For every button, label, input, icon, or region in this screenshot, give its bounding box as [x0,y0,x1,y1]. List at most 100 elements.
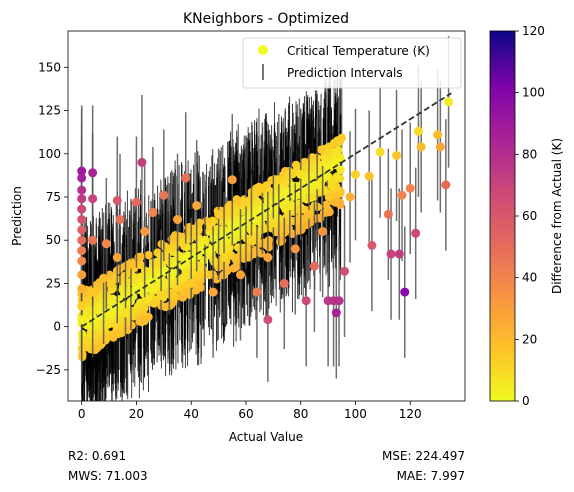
colorbar-tick-label: 120 [522,24,545,38]
data-point [186,278,196,288]
data-point [350,170,360,180]
data-point [296,170,306,180]
legend-entry-intervals: Prediction Intervals [287,66,403,80]
data-point [397,190,407,200]
data-point [208,287,218,297]
reference-line [81,92,452,328]
band-point [199,256,208,265]
y-tick-label: −25 [36,363,61,377]
band-point [321,155,331,164]
band-point [237,207,246,216]
data-points [77,97,454,325]
band-point [281,178,290,188]
data-point [433,130,443,140]
band-point [122,288,131,297]
colorbar-tick-label: 80 [522,147,537,161]
band-point [295,205,304,215]
band-point [143,293,153,302]
data-point [345,192,355,202]
data-point [268,218,278,228]
x-tick-label: 80 [293,407,308,421]
data-point [263,315,273,325]
y-tick-label: 125 [38,104,61,118]
y-tick-label: 75 [46,190,61,204]
band-point [225,243,234,253]
data-point [77,246,87,256]
band-point [136,260,145,270]
x-axis: 0 20 40 60 80 100 120 [78,401,422,421]
data-point [383,209,393,219]
data-point [441,180,451,190]
data-point [367,240,377,250]
data-point [77,204,87,214]
band-point [169,268,178,277]
data-point [252,287,262,297]
band-point [161,302,170,312]
x-axis-label: Actual Value [229,430,303,444]
band-point [129,276,139,286]
band-point [109,333,118,342]
data-point [112,195,122,205]
data-point [120,308,130,318]
data-point [235,270,245,280]
band-point [308,153,317,162]
band-point [149,258,158,267]
colorbar-ticks: 0 20 40 60 80 100 120 [515,24,545,408]
band-point [284,216,293,225]
band-point [237,248,246,258]
data-point [181,173,191,183]
colorbar-tick-label: 0 [522,394,530,408]
data-point [77,166,87,176]
data-point [88,168,98,178]
x-tick-label: 100 [344,407,367,421]
chart-title: KNeighbors - Optimized [183,11,349,27]
colorbar-label: Difference from Actual (K) [550,138,564,294]
legend: Critical Temperature (K) Prediction Inte… [242,37,462,89]
band-point [331,198,340,207]
band-point [332,191,341,200]
y-tick-label: 50 [46,233,61,247]
band-point [140,304,149,313]
data-point [77,225,87,235]
band-point [149,299,159,308]
data-point [375,147,385,157]
data-point [318,227,328,237]
band-point [284,224,293,233]
data-point [285,201,295,211]
band-point [233,197,243,207]
data-point [77,173,87,183]
band-point [120,300,129,309]
data-point [263,252,273,262]
band-point [225,207,234,216]
x-tick-label: 20 [129,407,144,421]
data-point [309,261,319,271]
band-point [140,316,149,326]
data-point [219,252,229,262]
colorbar-tick-label: 20 [522,332,537,346]
data-point [331,308,341,318]
data-point [77,284,87,294]
plot-area [77,36,454,401]
data-point [334,296,344,306]
colorbar-tick-label: 40 [522,271,537,285]
band-point [168,290,178,299]
data-point [411,228,421,238]
band-point [231,262,241,272]
band-point [300,157,309,167]
data-point [413,126,423,136]
data-point [88,235,98,245]
data-point [392,150,402,160]
band-point [177,232,186,242]
plot-frame [67,30,466,402]
band-point [314,160,323,170]
band-point [295,222,304,232]
data-point [164,244,174,254]
data-point [444,97,454,107]
data-point [77,194,87,204]
data-point [88,287,98,297]
data-point [279,278,289,288]
data-point [192,201,202,211]
data-point [227,175,237,185]
band-point [134,253,143,262]
data-point [112,252,122,262]
